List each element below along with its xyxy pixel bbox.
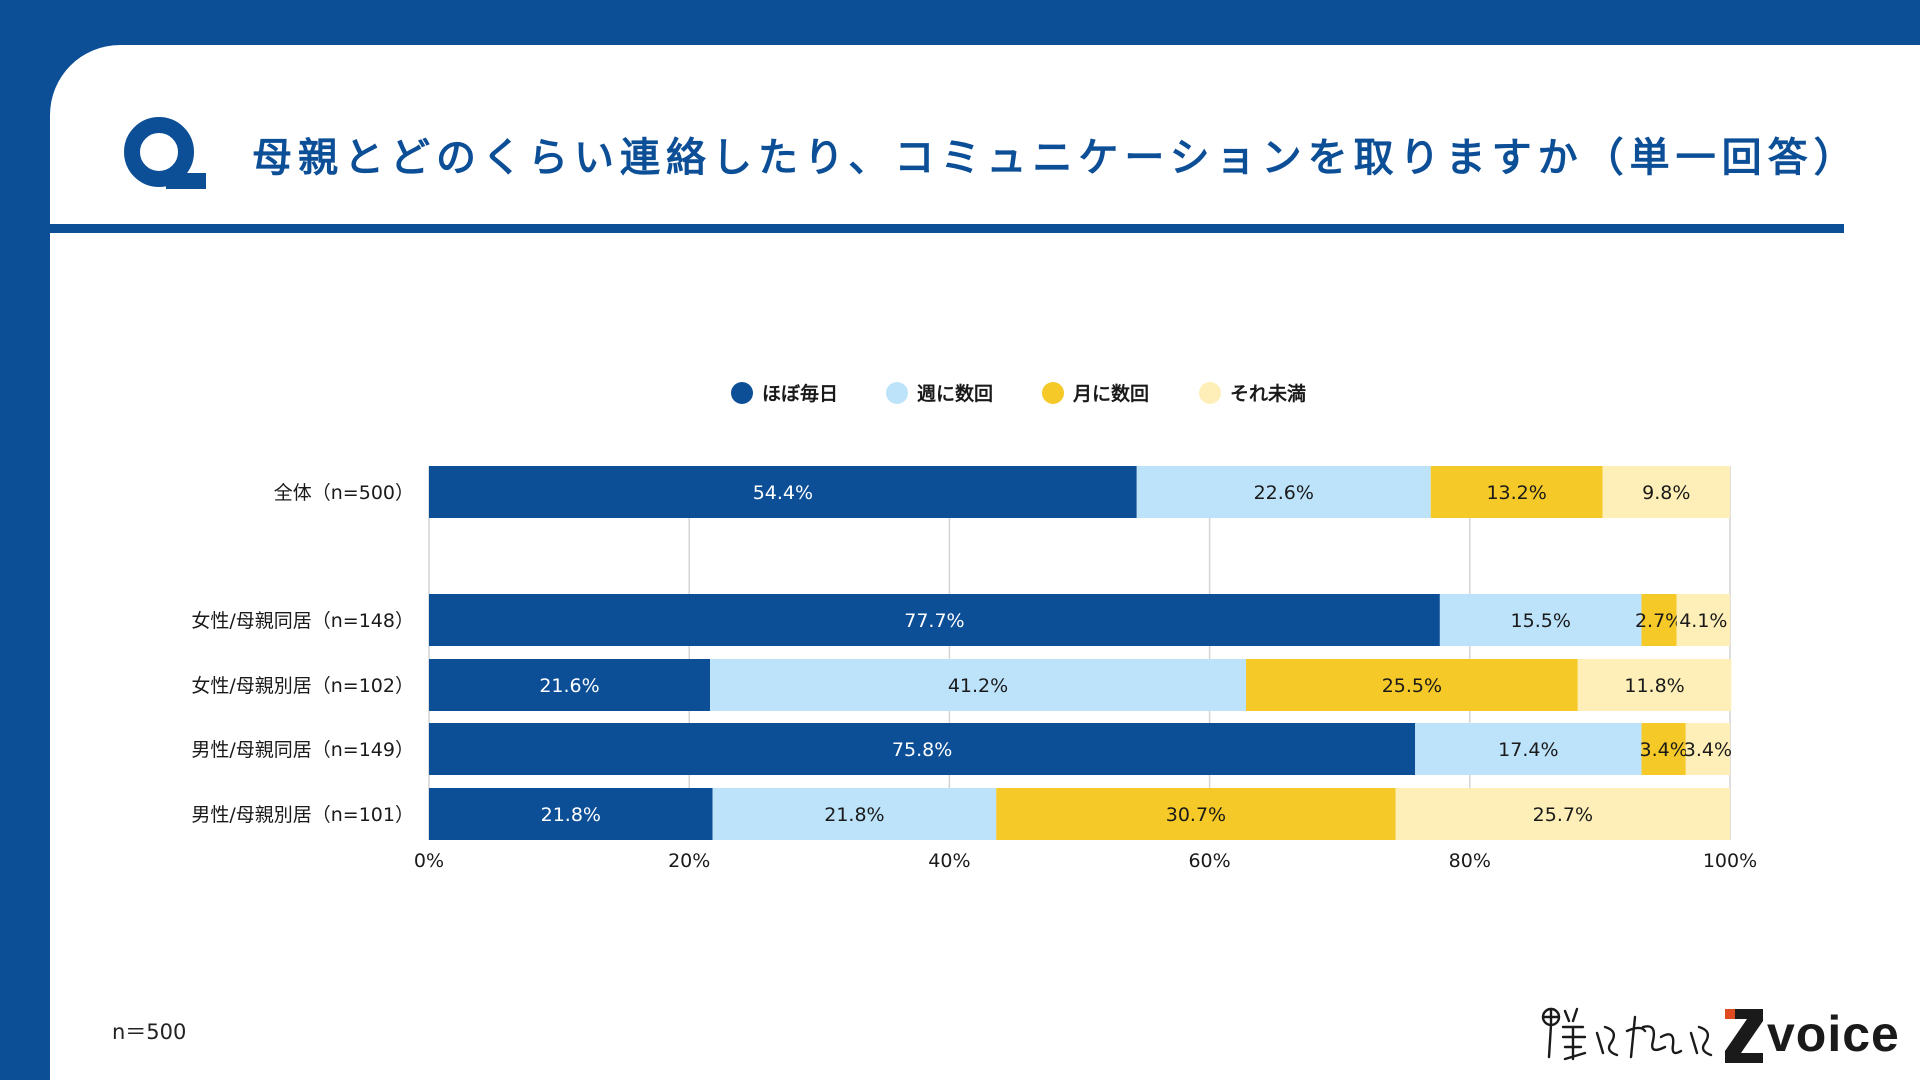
bar-segment — [1136, 466, 1431, 518]
data-label: 77.7% — [904, 610, 964, 632]
bar-segment — [1641, 723, 1686, 775]
data-label: 3.4% — [1684, 739, 1732, 761]
legend-swatch — [1199, 382, 1221, 404]
logo-wordmark: voice — [1767, 1006, 1900, 1062]
data-label: 11.8% — [1624, 675, 1684, 697]
category-label: 全体（n=500） — [274, 482, 414, 504]
x-tick-label: 100% — [1703, 850, 1757, 872]
bar-segment — [1685, 723, 1730, 775]
data-label: 4.1% — [1679, 610, 1727, 632]
category-label: 女性/母親同居（n=148） — [191, 610, 414, 632]
bar-segment — [996, 788, 1396, 840]
bar-segment — [1577, 659, 1732, 711]
bar-segment — [1439, 594, 1642, 646]
bar-segment — [429, 723, 1416, 775]
bar-segment — [429, 788, 713, 840]
stacked-bar-chart: ほぼ毎日 週に数回 月に数回 それ未満 54.4% 22.6% 13.2% 9.8% 77.7… — [191, 382, 1757, 872]
bars: 54.4% 22.6% 13.2% 9.8% 77.7% 15.5% 2.7%4.1% 21.… — [429, 466, 1732, 840]
bar-segment — [429, 659, 711, 711]
legend-label: 週に数回 — [917, 382, 993, 405]
bar-segment — [712, 788, 997, 840]
data-label: 21.8% — [824, 804, 884, 826]
data-label: 21.8% — [541, 804, 601, 826]
data-label: 9.8% — [1642, 482, 1690, 504]
data-label: 3.4% — [1640, 739, 1688, 761]
x-tick-labels: 0% 20% 40% 60% 80% 100% — [414, 850, 1757, 872]
legend-swatch — [886, 382, 908, 404]
q-letter-icon — [124, 117, 206, 189]
title-divider — [50, 224, 1844, 233]
handwritten-script-logo — [1541, 1007, 1713, 1061]
category-label: 男性/母親同居（n=149） — [191, 739, 414, 761]
bar-segment — [429, 594, 1440, 646]
data-label: 17.4% — [1498, 739, 1558, 761]
data-label: 54.4% — [753, 482, 813, 504]
data-label: 75.8% — [892, 739, 952, 761]
bar-segment — [1395, 788, 1730, 840]
bar-segment — [1676, 594, 1730, 646]
data-label: 21.6% — [539, 675, 599, 697]
legend-label: それ未満 — [1230, 382, 1306, 405]
brand-logo — [1541, 1007, 1763, 1063]
legend-label: ほぼ毎日 — [762, 382, 838, 405]
bar-segment — [1641, 594, 1677, 646]
data-label: 25.7% — [1533, 804, 1593, 826]
x-tick-label: 0% — [414, 850, 444, 872]
data-label: 30.7% — [1166, 804, 1226, 826]
content-card: 母親とどのくらい連絡したり、コミュニケーションを取りますか（単一回答） ほぼ毎日… — [50, 45, 1920, 1080]
data-label: 15.5% — [1511, 610, 1571, 632]
legend-label: 月に数回 — [1072, 382, 1149, 405]
x-tick-label: 20% — [668, 850, 710, 872]
bar-segment — [1430, 466, 1603, 518]
data-label: 41.2% — [948, 675, 1008, 697]
legend-swatch — [1042, 382, 1064, 404]
bar-segment — [1415, 723, 1642, 775]
page-title: 母親とどのくらい連絡したり、コミュニケーションを取りますか（単一回答） — [252, 135, 1860, 181]
legend-swatch — [731, 382, 753, 404]
x-tick-label: 80% — [1449, 850, 1491, 872]
bar-segment — [1602, 466, 1730, 518]
data-label: 22.6% — [1254, 482, 1314, 504]
x-tick-label: 60% — [1188, 850, 1230, 872]
x-tick-label: 40% — [928, 850, 970, 872]
bar-segment — [710, 659, 1247, 711]
sample-size-note: n＝500 — [112, 1020, 187, 1044]
bar-segment — [429, 466, 1137, 518]
data-label: 25.5% — [1382, 675, 1442, 697]
data-label: 13.2% — [1486, 482, 1546, 504]
chart-legend: ほぼ毎日 週に数回 月に数回 それ未満 — [731, 382, 1306, 405]
category-label: 男性/母親別居（n=101） — [191, 804, 414, 826]
bar-segment — [1246, 659, 1578, 711]
category-labels: 全体（n=500） 女性/母親同居（n=148） 女性/母親別居（n=102） 男性/… — [191, 482, 414, 826]
category-label: 女性/母親別居（n=102） — [191, 675, 414, 697]
z-mark-icon — [1725, 1009, 1763, 1063]
gridlines — [428, 466, 1731, 840]
data-label: 2.7% — [1635, 610, 1683, 632]
